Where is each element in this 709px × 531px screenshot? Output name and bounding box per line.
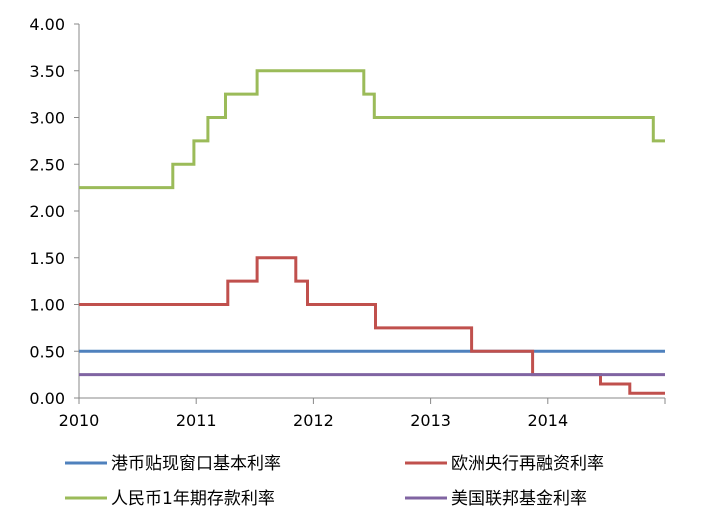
legend-label-2: 人民币1年期存款利率 (111, 489, 275, 509)
axes: 0.00 0.50 1.00 1.50 2.00 2.50 3.00 3.50 4.00 2010… (29, 15, 666, 430)
y-tick-label: 2.50 (29, 155, 65, 174)
y-tick-label: 3.50 (29, 62, 65, 81)
x-tick-label: 2013 (410, 411, 451, 430)
y-tick-label: 3.00 (29, 109, 65, 128)
x-tick-label: 2014 (527, 411, 568, 430)
x-tick-label: 2011 (176, 411, 217, 430)
y-tick-label: 4.00 (29, 15, 65, 34)
legend-label-0: 港币贴现窗口基本利率 (111, 454, 281, 474)
y-tick-label: 1.00 (29, 296, 65, 315)
y-tick-label: 2.00 (29, 202, 65, 221)
series-lines (79, 69, 665, 395)
y-tick-label: 1.50 (29, 249, 65, 268)
y-tick-label: 0.00 (29, 389, 65, 408)
x-tick-label: 2012 (293, 411, 334, 430)
series-line-2 (79, 69, 665, 190)
y-tick-label: 0.50 (29, 342, 65, 361)
legend-label-1: 欧洲央行再融资利率 (451, 454, 604, 474)
x-tick-label: 2010 (59, 411, 100, 430)
series-line-1 (79, 256, 665, 395)
legend-label-3: 美国联邦基金利率 (451, 489, 587, 509)
